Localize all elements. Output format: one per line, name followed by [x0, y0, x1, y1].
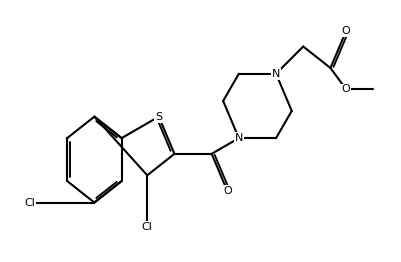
Text: N: N	[234, 133, 243, 143]
Text: O: O	[223, 186, 231, 196]
Text: N: N	[271, 69, 279, 79]
Text: O: O	[341, 84, 350, 94]
Text: Cl: Cl	[24, 198, 35, 208]
Text: Cl: Cl	[142, 222, 152, 232]
Text: S: S	[155, 112, 162, 122]
Text: O: O	[341, 26, 350, 36]
